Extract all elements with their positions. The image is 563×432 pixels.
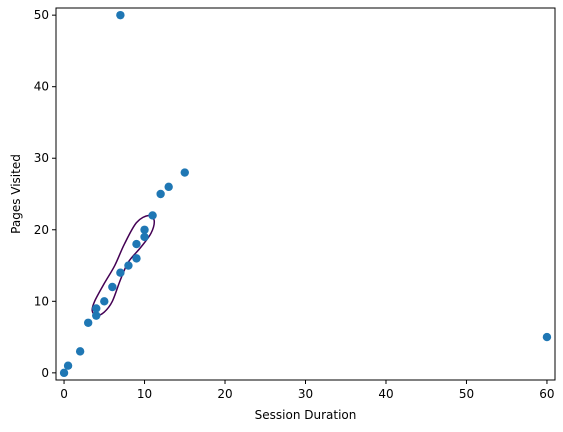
scatter-point bbox=[132, 239, 141, 249]
scatter-point bbox=[100, 297, 109, 306]
y-axis-ticks: 0 10 20 30 40 50 bbox=[34, 8, 56, 380]
scatter-point bbox=[63, 361, 73, 370]
scatter-point bbox=[140, 232, 149, 242]
points-layer bbox=[59, 10, 552, 378]
scatter-point bbox=[83, 318, 93, 327]
y-tick-label: 10 bbox=[34, 294, 49, 308]
x-tick-label: 40 bbox=[378, 387, 393, 401]
x-axis-label: Session Duration bbox=[255, 408, 357, 422]
scatter-point bbox=[92, 311, 101, 320]
x-tick-label: 20 bbox=[217, 387, 232, 401]
x-tick-label: 10 bbox=[137, 387, 152, 401]
x-tick-label: 60 bbox=[539, 387, 554, 401]
x-axis-ticks: 0 10 20 30 40 50 60 bbox=[60, 380, 555, 401]
x-tick-label: 0 bbox=[60, 387, 68, 401]
scatter-point bbox=[542, 332, 552, 342]
y-tick-label: 30 bbox=[34, 151, 49, 165]
y-tick-label: 40 bbox=[34, 80, 49, 94]
scatter-point bbox=[148, 211, 157, 220]
x-tick-label: 50 bbox=[459, 387, 474, 401]
y-axis-label: Pages Visited bbox=[9, 154, 23, 234]
scatter-point bbox=[92, 304, 101, 313]
scatter-point bbox=[156, 189, 165, 199]
y-tick-label: 50 bbox=[34, 8, 49, 22]
scatter-point bbox=[140, 225, 149, 234]
scatter-point bbox=[59, 368, 69, 378]
scatter-point bbox=[116, 10, 125, 20]
plot-area bbox=[55, 7, 556, 381]
scatter-point bbox=[164, 182, 173, 192]
scatter-point bbox=[124, 261, 133, 270]
scatter-point bbox=[180, 168, 189, 177]
y-tick-label: 20 bbox=[34, 223, 49, 237]
plot-frame bbox=[56, 8, 555, 380]
scatter-point bbox=[75, 347, 85, 356]
x-tick-label: 30 bbox=[298, 387, 313, 401]
scatter-point bbox=[116, 268, 125, 277]
scatter-point bbox=[108, 282, 117, 292]
y-tick-label: 0 bbox=[41, 366, 49, 380]
scatter-point bbox=[132, 254, 141, 263]
